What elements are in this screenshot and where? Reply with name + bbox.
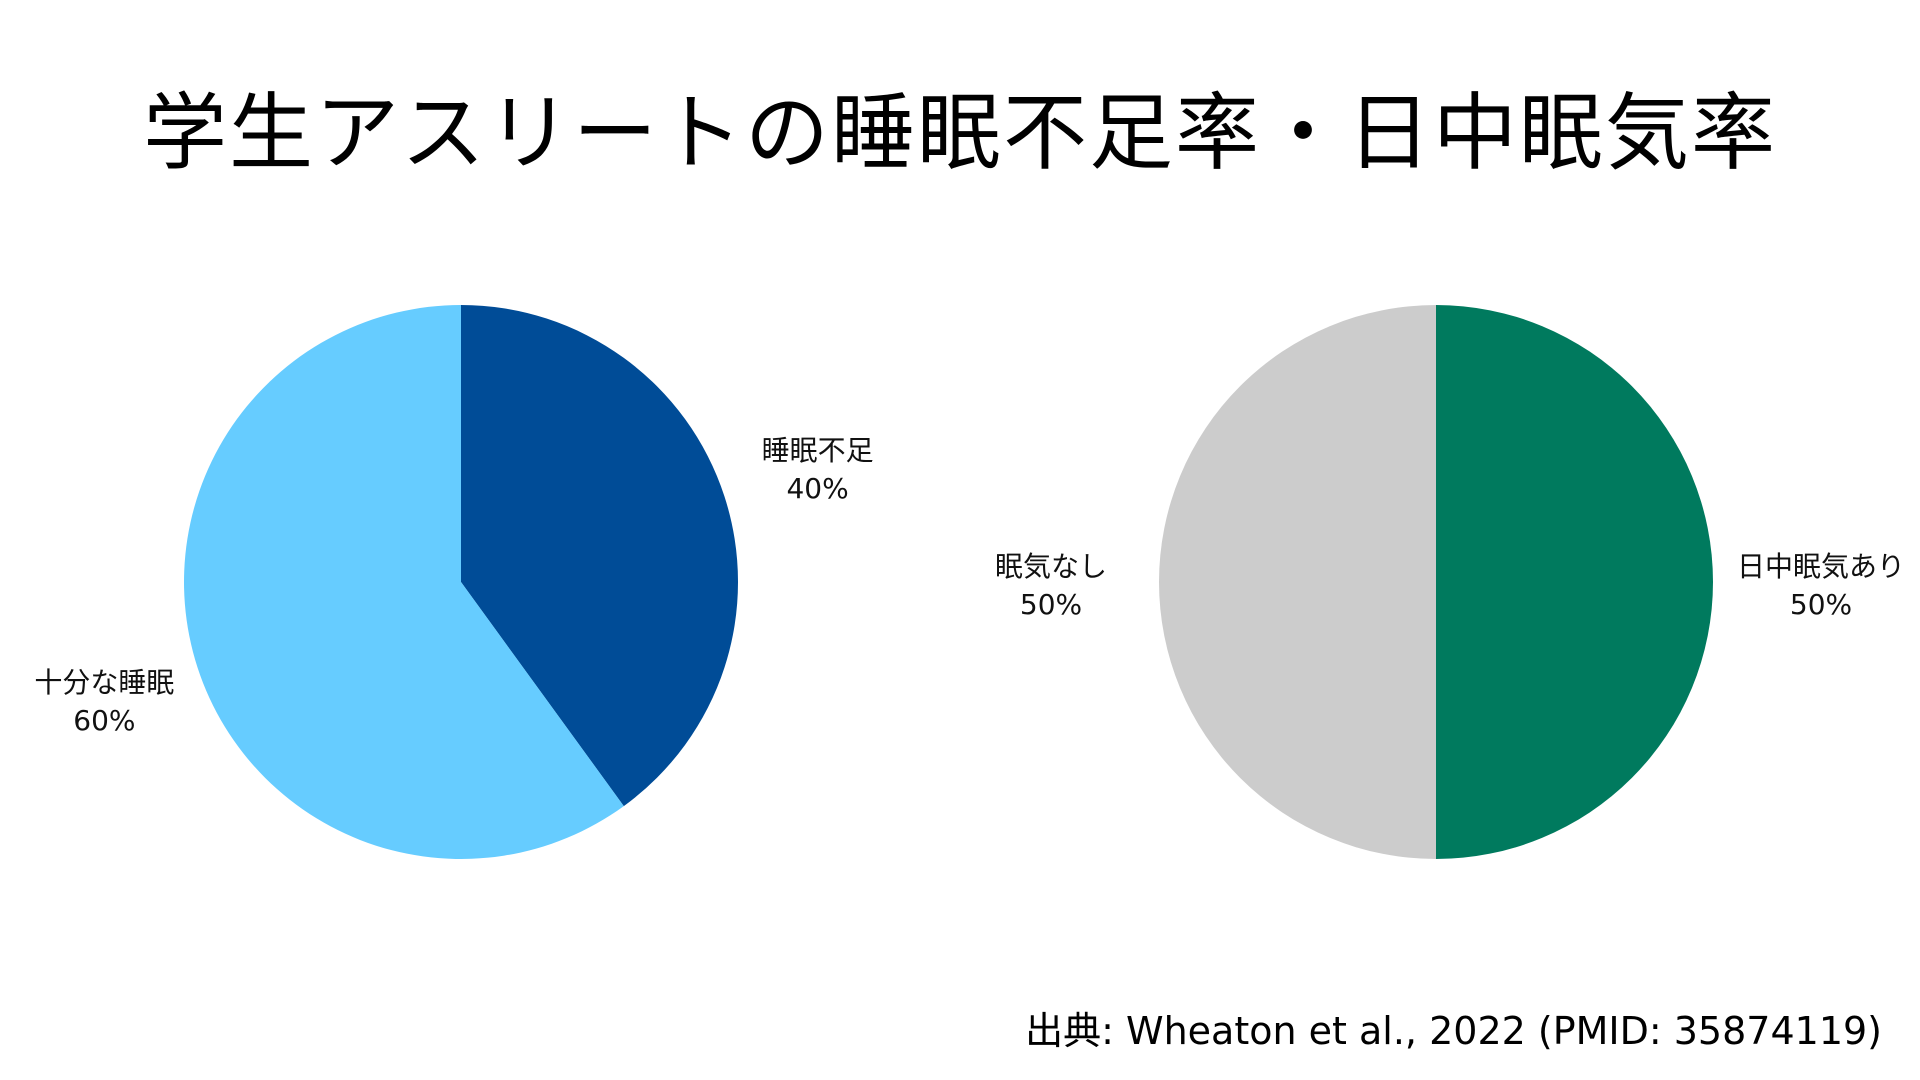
pie-0-slice-0-label: 睡眠不足 [762, 434, 874, 467]
source-citation: 出典: Wheaton et al., 2022 (PMID: 35874119… [1025, 1009, 1882, 1053]
pie-0-slice-0-value: 40% [786, 472, 848, 505]
pie-sleep-deficiency: 睡眠不足 40% 十分な睡眠 60% [34, 305, 874, 859]
pie-1-slice-0-label: 日中眠気あり [1737, 550, 1905, 583]
pie-1-slice-0-value: 50% [1790, 588, 1852, 621]
pie-1-slice-1-value: 50% [1020, 588, 1082, 621]
pie-daytime-sleepiness: 日中眠気あり 50% 眠気なし 50% [995, 305, 1905, 859]
pie-1-slice-0 [1436, 305, 1713, 859]
pie-0-slice-1-value: 60% [73, 704, 135, 737]
pie-0-slice-0 [461, 305, 739, 807]
pie-0-slice-1 [184, 305, 624, 859]
chart-title: 学生アスリートの睡眠不足率・日中眠気率 [142, 84, 1777, 182]
pie-1-slice-1 [1159, 305, 1436, 859]
pie-0-slice-1-label: 十分な睡眠 [34, 666, 174, 699]
pie-1-slice-1-label: 眠気なし [995, 550, 1107, 583]
